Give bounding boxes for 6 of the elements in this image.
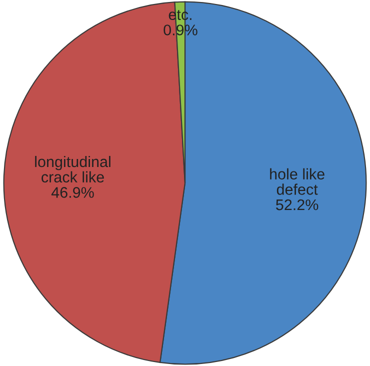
slice-label: etc. xyxy=(168,10,192,20)
data-label: 52.2% xyxy=(276,199,318,210)
data-label: 0.9% xyxy=(164,24,198,36)
data-label: 46.9% xyxy=(51,187,94,198)
slice-label: hole like defect xyxy=(270,168,324,195)
slice-label: longitudinal crack like xyxy=(35,156,110,183)
